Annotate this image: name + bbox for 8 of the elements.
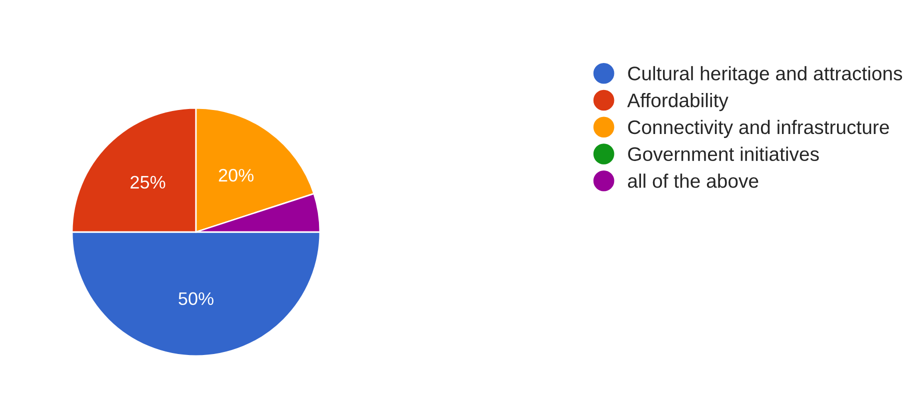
data-label: 25%: [130, 176, 166, 189]
legend-label: Government initiatives: [628, 146, 819, 162]
legend-label: Connectivity and infrastructure: [628, 120, 889, 138]
data-label: 50%: [178, 292, 214, 306]
legend-label: Affordability: [627, 92, 728, 112]
legend-label: all of the above: [628, 174, 758, 188]
data-label: 20%: [218, 168, 254, 182]
legend-label: Cultural heritage and attractions: [628, 66, 902, 84]
